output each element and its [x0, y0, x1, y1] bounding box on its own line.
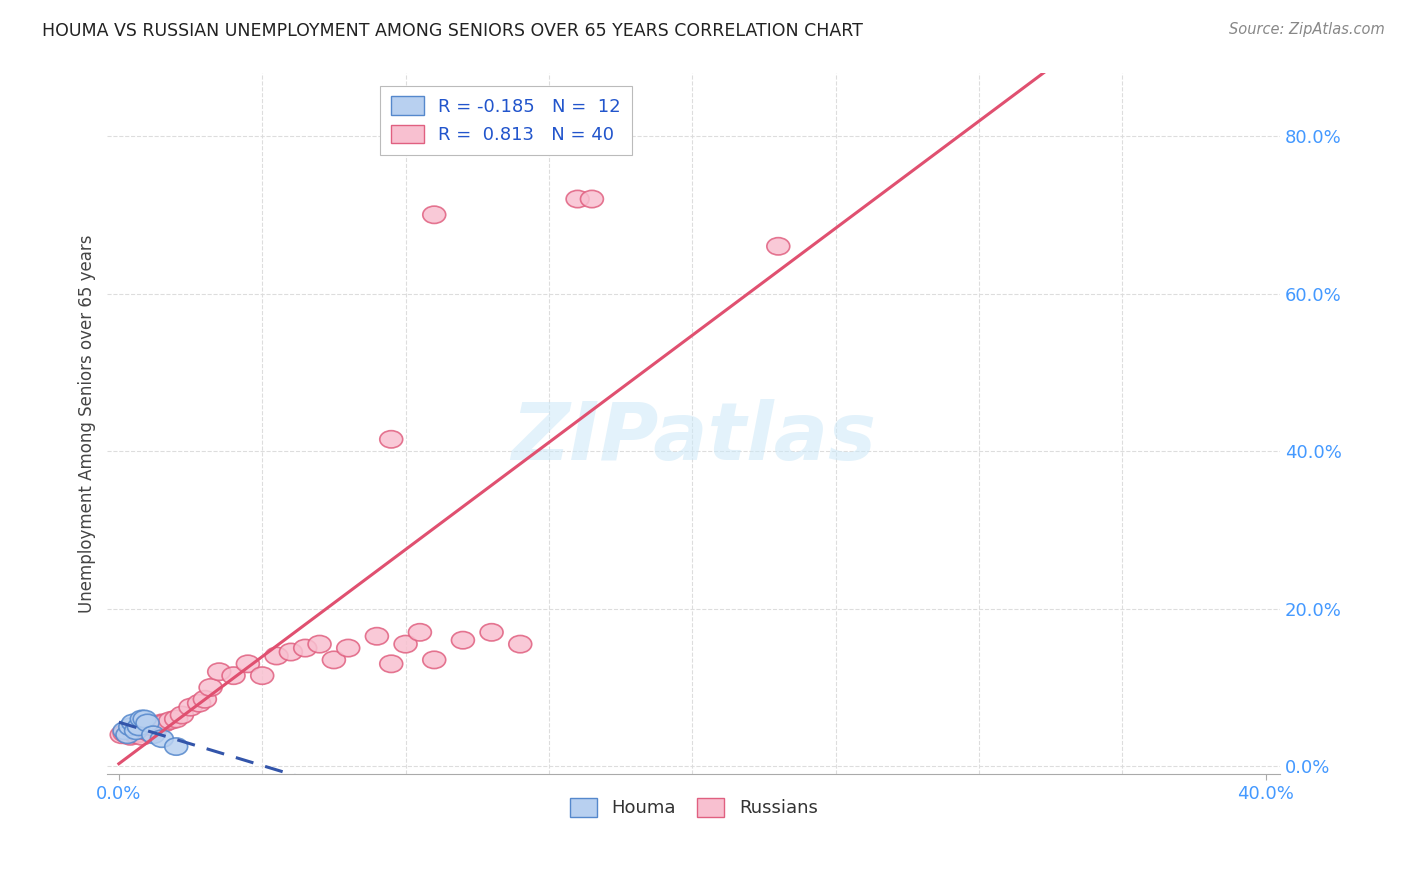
- Ellipse shape: [115, 726, 139, 743]
- Ellipse shape: [159, 712, 181, 730]
- Ellipse shape: [423, 651, 446, 669]
- Ellipse shape: [134, 710, 156, 728]
- Ellipse shape: [128, 718, 150, 736]
- Ellipse shape: [337, 640, 360, 657]
- Text: ZIPatlas: ZIPatlas: [512, 399, 876, 476]
- Ellipse shape: [134, 723, 156, 739]
- Ellipse shape: [308, 635, 330, 653]
- Ellipse shape: [266, 648, 288, 665]
- Ellipse shape: [451, 632, 474, 648]
- Ellipse shape: [250, 667, 274, 684]
- Ellipse shape: [142, 718, 165, 736]
- Text: Source: ZipAtlas.com: Source: ZipAtlas.com: [1229, 22, 1385, 37]
- Ellipse shape: [139, 724, 162, 742]
- Ellipse shape: [145, 720, 167, 737]
- Ellipse shape: [165, 738, 187, 756]
- Ellipse shape: [142, 726, 165, 743]
- Ellipse shape: [131, 710, 153, 728]
- Ellipse shape: [131, 728, 153, 745]
- Ellipse shape: [208, 663, 231, 681]
- Ellipse shape: [567, 190, 589, 208]
- Ellipse shape: [380, 431, 402, 448]
- Ellipse shape: [112, 724, 136, 742]
- Text: HOUMA VS RUSSIAN UNEMPLOYMENT AMONG SENIORS OVER 65 YEARS CORRELATION CHART: HOUMA VS RUSSIAN UNEMPLOYMENT AMONG SENI…: [42, 22, 863, 40]
- Ellipse shape: [125, 723, 148, 739]
- Ellipse shape: [187, 695, 211, 712]
- Ellipse shape: [766, 237, 790, 255]
- Ellipse shape: [280, 643, 302, 661]
- Ellipse shape: [236, 655, 259, 673]
- Ellipse shape: [120, 718, 142, 736]
- Ellipse shape: [294, 640, 316, 657]
- Y-axis label: Unemployment Among Seniors over 65 years: Unemployment Among Seniors over 65 years: [79, 235, 96, 613]
- Ellipse shape: [179, 698, 202, 715]
- Ellipse shape: [423, 206, 446, 224]
- Ellipse shape: [479, 624, 503, 641]
- Ellipse shape: [366, 628, 388, 645]
- Ellipse shape: [122, 723, 145, 740]
- Ellipse shape: [128, 724, 150, 742]
- Ellipse shape: [150, 714, 173, 731]
- Ellipse shape: [165, 710, 187, 728]
- Ellipse shape: [110, 726, 134, 743]
- Ellipse shape: [222, 667, 245, 684]
- Ellipse shape: [380, 655, 402, 673]
- Ellipse shape: [115, 726, 139, 743]
- Ellipse shape: [112, 723, 136, 739]
- Legend: Houma, Russians: Houma, Russians: [562, 791, 825, 825]
- Ellipse shape: [509, 635, 531, 653]
- Ellipse shape: [170, 706, 194, 723]
- Ellipse shape: [125, 726, 148, 743]
- Ellipse shape: [153, 714, 176, 731]
- Ellipse shape: [408, 624, 432, 641]
- Ellipse shape: [122, 714, 145, 731]
- Ellipse shape: [150, 730, 173, 747]
- Ellipse shape: [194, 690, 217, 708]
- Ellipse shape: [394, 635, 418, 653]
- Ellipse shape: [581, 190, 603, 208]
- Ellipse shape: [136, 718, 159, 736]
- Ellipse shape: [120, 728, 142, 745]
- Ellipse shape: [136, 714, 159, 731]
- Ellipse shape: [322, 651, 346, 669]
- Ellipse shape: [200, 679, 222, 696]
